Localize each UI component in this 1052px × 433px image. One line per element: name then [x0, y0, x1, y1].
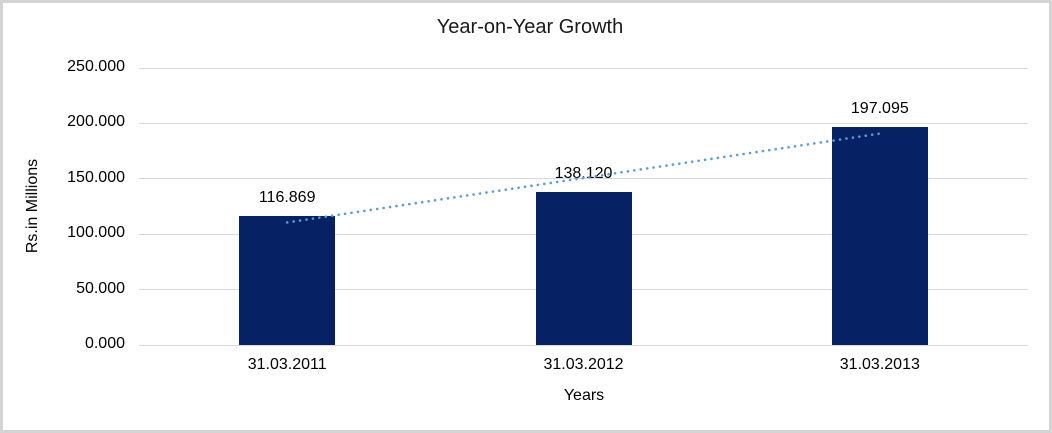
bar-value-label: 197.095 — [850, 99, 909, 117]
x-axis-tick-label: 31.03.2011 — [247, 356, 327, 373]
y-axis-tick-label: 100.000 — [67, 224, 125, 242]
y-gridline — [139, 344, 1028, 346]
x-axis-tick-label: 31.03.2012 — [543, 356, 624, 373]
x-axis-title: Years — [563, 387, 605, 404]
y-axis-tick-label: 250.000 — [67, 58, 125, 75]
y-axis-tick-label: 0.000 — [84, 335, 125, 352]
bar-31.03.2012 — [535, 191, 632, 345]
bar-31.03.2013 — [831, 126, 928, 345]
bar-value-label: 138.120 — [554, 164, 613, 182]
x-axis-tick-label: 31.03.2013 — [839, 356, 920, 373]
y-axis-tick-label: 150.000 — [67, 168, 125, 186]
bar-31.03.2011 — [239, 215, 336, 345]
y-gridline — [139, 122, 1028, 124]
y-axis-tick-label: 200.000 — [67, 113, 125, 131]
chart-title: Year-on-Year Growth — [436, 16, 624, 38]
bar-value-label: 116.869 — [258, 188, 316, 206]
y-gridline — [139, 67, 1028, 69]
y-axis-tick-label: 50.000 — [76, 279, 125, 297]
